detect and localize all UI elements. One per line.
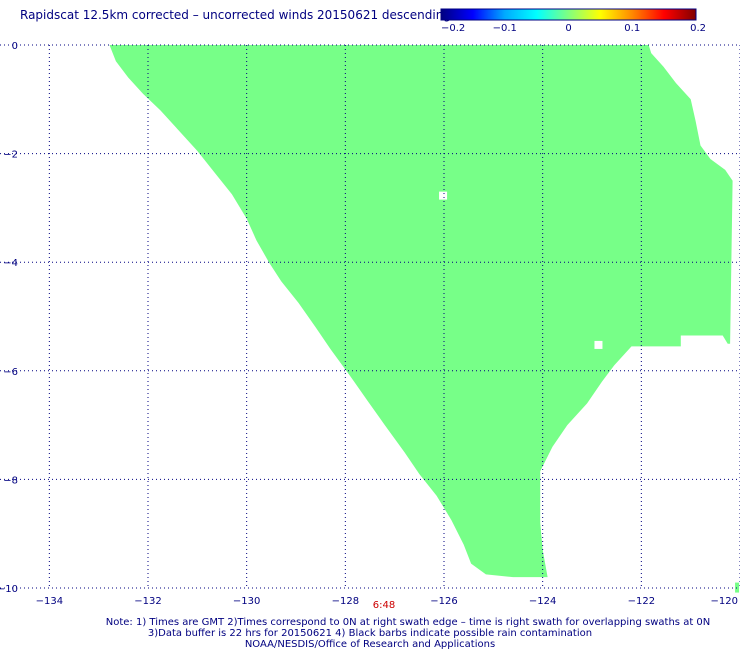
colorbar-rect bbox=[440, 8, 697, 21]
axis-labels: −134 −132 −130 −128 −126 −124 −122 −120 0 −2 −4 −6 −… bbox=[0, 41, 738, 607]
colorbar-tick-label: 0.1 bbox=[624, 23, 640, 34]
lat-tick-label: −10 bbox=[0, 584, 18, 595]
lon-tick-label: −132 bbox=[134, 596, 161, 607]
colorbar-tick-label: 0 bbox=[565, 23, 571, 34]
lat-tick-label: −4 bbox=[3, 258, 18, 269]
footnote-credit: NOAA/NESDIS/Office of Research and Appli… bbox=[244, 639, 496, 650]
lon-tick-label: −128 bbox=[332, 596, 359, 607]
lon-tick-label: −134 bbox=[36, 596, 63, 607]
data-gap bbox=[594, 340, 603, 349]
swath-fragment bbox=[735, 582, 740, 593]
swath-region bbox=[109, 45, 740, 593]
lon-tick-label: −122 bbox=[628, 596, 655, 607]
footnote-line-1: Note: 1) Times are GMT 2)Times correspon… bbox=[105, 617, 711, 628]
lat-tick-label: 0 bbox=[12, 41, 18, 52]
lon-tick-label: −126 bbox=[430, 596, 457, 607]
lat-tick-label: −2 bbox=[3, 150, 18, 161]
colorbar-tick-label: −0.1 bbox=[493, 23, 517, 34]
colorbar-tick-label: 0.2 bbox=[690, 23, 706, 34]
wind-difference-map: −134 −132 −130 −128 −126 −124 −122 −120 0 −2 −4 −6 −… bbox=[0, 41, 740, 607]
lat-tick-label: −6 bbox=[3, 367, 18, 378]
footnote-line-2: 3)Data buffer is 22 hrs for 20150621 4) … bbox=[147, 628, 593, 639]
lat-tick-label: −8 bbox=[3, 475, 18, 486]
colorbar-ticks: −0.2 −0.1 0 0.1 0.2 bbox=[441, 23, 706, 34]
data-gap bbox=[439, 191, 448, 200]
lon-tick-label: −130 bbox=[233, 596, 260, 607]
colorbar-tick-label: −0.2 bbox=[441, 23, 465, 34]
lon-tick-label: −120 bbox=[711, 596, 738, 607]
chart-title: Rapidscat 12.5km corrected – uncorrected… bbox=[20, 8, 451, 22]
graticule bbox=[0, 44, 740, 589]
lon-tick-label: −124 bbox=[529, 596, 556, 607]
swath-time-label: 6:48 bbox=[372, 600, 396, 611]
colorbar: −0.2 −0.1 0 0.1 0.2 bbox=[440, 8, 706, 34]
swath-polygon bbox=[109, 45, 733, 578]
colorbar-gradient bbox=[440, 8, 697, 21]
